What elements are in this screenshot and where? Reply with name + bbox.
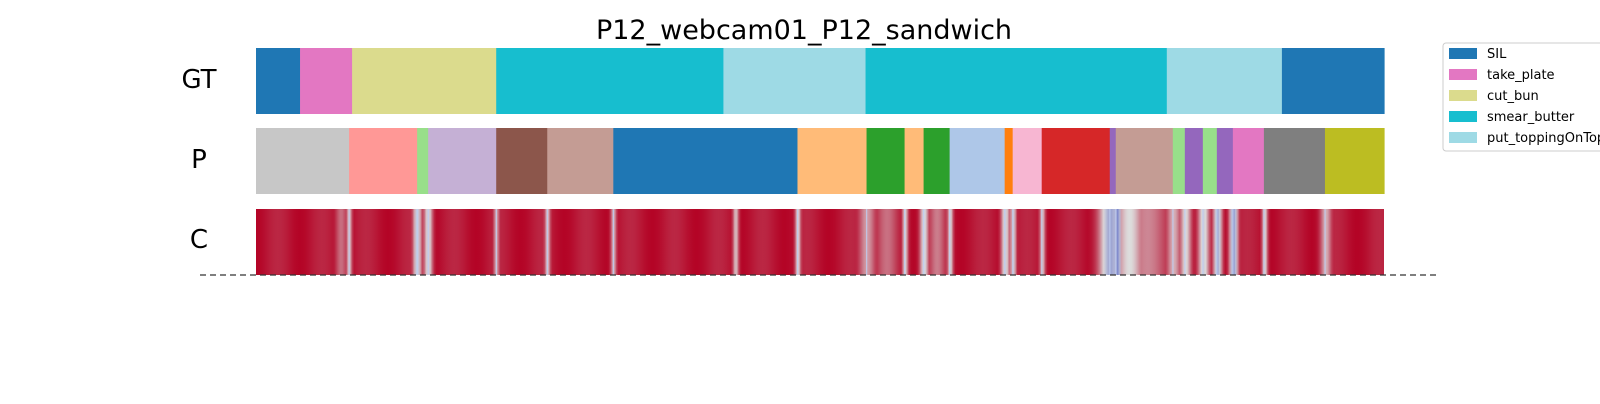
gt-segment: [496, 48, 725, 114]
pred-segment: [1216, 128, 1234, 194]
confidence-boundary: [1184, 209, 1186, 275]
gt-segment: [1166, 48, 1283, 114]
legend-label: take_plate: [1487, 68, 1555, 83]
pred-segment: [1109, 128, 1117, 194]
confidence-boundary: [348, 209, 350, 275]
pred-segment: [1004, 128, 1014, 194]
confidence-boundary: [923, 209, 925, 275]
confidence-boundary: [949, 209, 951, 275]
confidence-boundary: [1041, 209, 1043, 275]
pred-segment: [949, 128, 1006, 194]
confidence-boundary: [904, 209, 906, 275]
gt-segment: [256, 48, 301, 114]
confidence-boundary: [1216, 209, 1218, 275]
pred-segment: [1012, 128, 1043, 194]
confidence-boundary: [1324, 209, 1326, 275]
pred-segment: [1263, 128, 1326, 194]
legend-swatch: [1449, 48, 1477, 59]
confidence-boundary: [1109, 209, 1111, 275]
pred-segment: [1202, 128, 1218, 194]
pred-segment: [797, 128, 868, 194]
pred-segment: [428, 128, 497, 194]
pred-segment: [613, 128, 799, 194]
pred-segment: [1041, 128, 1111, 194]
pred-segment: [349, 128, 418, 194]
confidence-boundary: [1004, 209, 1006, 275]
pred-segment: [417, 128, 429, 194]
legend-swatch: [1449, 132, 1477, 143]
gt-segment: [352, 48, 497, 114]
chart-title: P12_webcam01_P12_sandwich: [596, 15, 1012, 46]
ground-truth-row: [256, 48, 1385, 114]
confidence-boundary: [1232, 209, 1234, 275]
row-label-p: P: [191, 145, 207, 175]
confidence-boundary: [1012, 209, 1014, 275]
pred-segment: [1184, 128, 1204, 194]
legend-swatch: [1449, 111, 1477, 122]
confidence-boundary: [1172, 209, 1174, 275]
confidence-boundary: [1115, 209, 1117, 275]
confidence-boundary: [427, 209, 429, 275]
confidence-boundary: [612, 209, 615, 275]
confidence-boundary: [866, 209, 868, 275]
pred-segment: [1232, 128, 1265, 194]
legend-frame: [1442, 42, 1600, 152]
legend: SIL take_plate cut_bun smear_butter put_topp…: [1442, 42, 1600, 152]
gt-segment: [300, 48, 353, 114]
pred-segment: [866, 128, 906, 194]
pred-segment: [496, 128, 548, 194]
pred-segment: [547, 128, 614, 194]
legend-label: smear_butter: [1487, 110, 1575, 125]
confidence-boundary: [416, 209, 418, 275]
gt-segment: [865, 48, 1168, 114]
legend-label: cut_bun: [1487, 89, 1539, 104]
confidence-boundary: [1263, 209, 1265, 275]
pred-segment: [1172, 128, 1186, 194]
pred-segment: [256, 128, 350, 194]
row-label-gt: GT: [181, 65, 216, 95]
legend-swatch: [1449, 69, 1477, 80]
pred-segment: [904, 128, 925, 194]
prediction-row: [256, 128, 1385, 194]
confidence-row: [256, 209, 1384, 275]
row-label-c: C: [190, 225, 208, 255]
confidence-strip: [256, 209, 1384, 275]
pred-segment: [1115, 128, 1174, 194]
confidence-boundary: [1202, 209, 1204, 275]
confidence-boundary: [495, 209, 497, 275]
pred-segment: [923, 128, 951, 194]
gt-segment: [1281, 48, 1385, 114]
legend-swatch: [1449, 90, 1477, 101]
pred-segment: [1324, 128, 1385, 194]
legend-label: put_toppingOnTop: [1487, 131, 1600, 146]
confidence-boundary: [546, 209, 548, 275]
gt-segment: [723, 48, 867, 114]
legend-label: SIL: [1487, 47, 1507, 62]
confidence-boundary: [796, 209, 799, 275]
